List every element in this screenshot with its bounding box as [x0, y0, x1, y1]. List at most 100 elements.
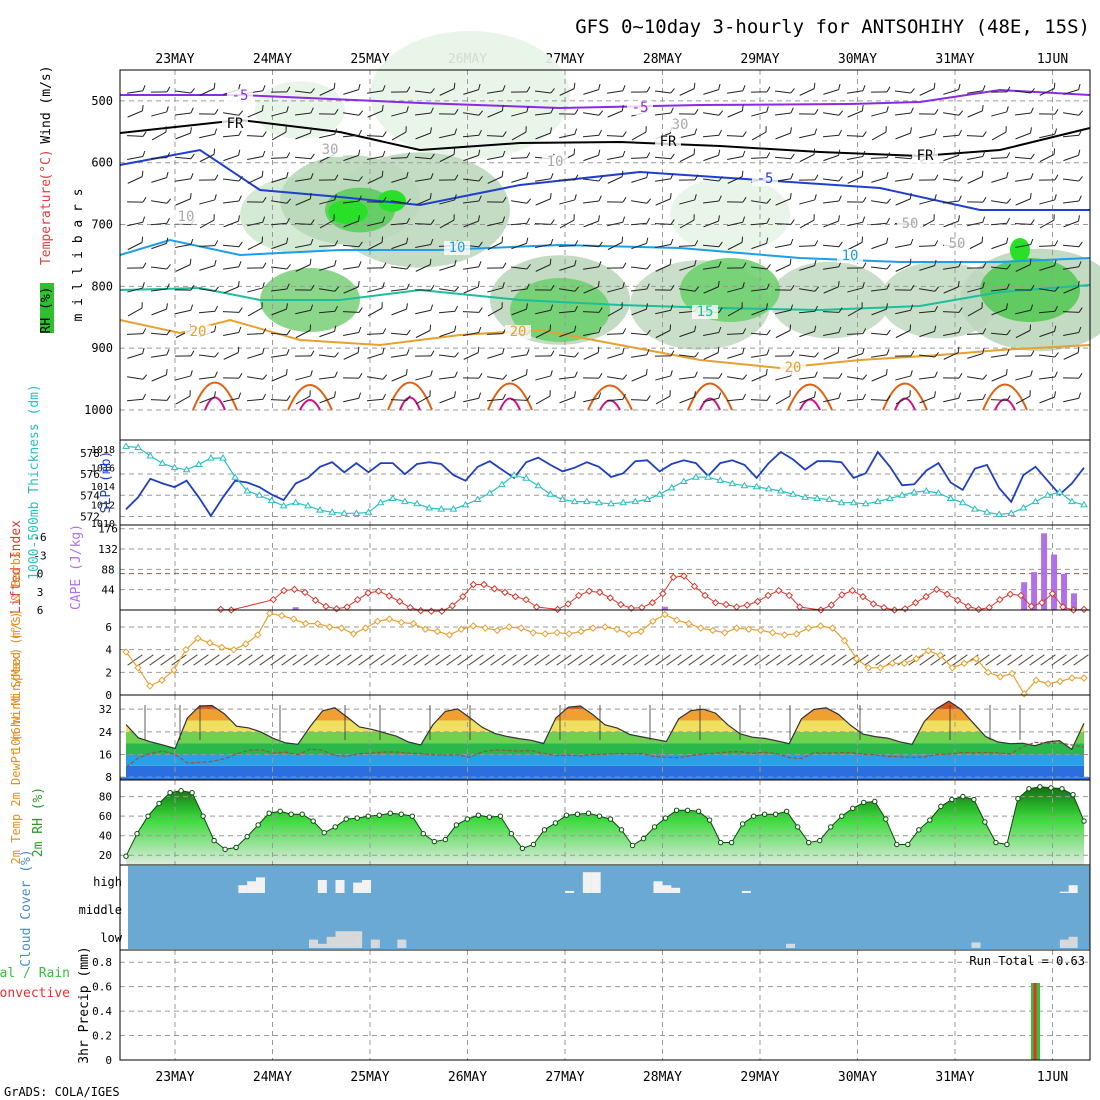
rh-point — [772, 811, 779, 817]
thickness-point — [582, 497, 591, 505]
surface-wind-barb — [435, 654, 451, 666]
wind-barb — [607, 150, 626, 161]
wind-barb-flag — [622, 328, 627, 334]
wind-barb — [390, 152, 411, 159]
wind-barb — [294, 88, 315, 94]
wind-barb-flag — [526, 152, 531, 158]
low-cloud-bar — [344, 931, 354, 948]
wind-barb-shaft — [630, 266, 648, 270]
wind-barb-flag — [166, 349, 170, 355]
wind-speed-point — [433, 627, 442, 636]
rh-point — [299, 811, 305, 817]
wind-barb-shaft — [822, 134, 840, 138]
wind-barb — [439, 286, 460, 292]
wind-barb-flag — [1030, 173, 1034, 179]
wind-barb-flag — [262, 85, 266, 91]
wind-barb — [318, 174, 339, 181]
wind-barb-shaft — [126, 398, 144, 402]
contour-label: 20 — [785, 360, 802, 376]
wind-barb-flag — [742, 150, 746, 157]
wind-barb-flag — [430, 88, 435, 94]
wind-barb-shaft — [726, 333, 744, 335]
wind-barb — [366, 328, 387, 335]
thickness-point — [170, 463, 179, 471]
wind-barb-shaft — [607, 176, 623, 184]
precip-panel — [119, 949, 1091, 1061]
wind-barb — [198, 305, 218, 314]
wind-barb — [919, 82, 936, 96]
wind-barb — [1014, 88, 1035, 94]
wind-speed-point — [685, 619, 693, 628]
wind-barb — [895, 324, 912, 339]
wind-barb-shaft — [270, 222, 288, 226]
wind-barb-flag — [838, 176, 843, 182]
wind-barb-flag — [238, 307, 243, 313]
rh-point — [431, 838, 438, 845]
cape-bar — [1061, 573, 1068, 610]
wind-barb-shaft — [247, 287, 263, 293]
wind-barb-shaft — [870, 288, 888, 292]
wind-barb-flag — [598, 110, 604, 116]
wind-barb — [462, 129, 482, 138]
surface-wind-barb — [677, 654, 693, 666]
wind-barb-flag — [598, 195, 602, 202]
wind-barb — [655, 258, 672, 272]
wind-barb-flag — [454, 259, 457, 266]
wind-barb-shaft — [270, 266, 288, 270]
wind-barb — [1038, 305, 1058, 314]
contour-label-bg — [837, 249, 863, 263]
wind-barb — [751, 369, 768, 382]
thickness-point — [655, 490, 664, 497]
wind-barb — [607, 85, 626, 94]
cape-bar — [1041, 533, 1048, 610]
wind-barb-flag — [502, 85, 506, 91]
wind-barb-flag — [309, 258, 312, 265]
rh-tick: 20 — [99, 849, 112, 862]
wind-barb-flag — [1030, 107, 1034, 114]
wind-barb-flag — [430, 350, 435, 357]
wind-barb-shaft — [582, 244, 600, 248]
wind-barb — [702, 129, 722, 138]
wind-barb — [799, 286, 820, 292]
wind-barb-flag — [406, 152, 411, 158]
wind-barb-flag — [958, 307, 963, 313]
wind-barb-flag — [741, 105, 744, 111]
wind-barb-flag — [670, 153, 675, 159]
wind-barb — [247, 150, 266, 161]
contour-label: -5 — [757, 171, 774, 187]
wind-barb-flag — [166, 395, 171, 401]
surface-wind-barb-shaft — [413, 654, 429, 666]
wind-barb-flag — [190, 350, 195, 357]
wind-barb-shaft — [174, 112, 192, 116]
wind-barb-shaft — [175, 395, 191, 405]
wind-speed-point — [170, 666, 178, 674]
wind-barb — [750, 152, 771, 159]
wind-barb — [487, 85, 506, 94]
wind-barb — [822, 129, 842, 138]
wind-barb-shaft — [223, 112, 239, 116]
wind-barb-shaft — [127, 353, 143, 359]
wind-barb — [246, 393, 266, 402]
wind-barb-flag — [526, 217, 530, 224]
wind-barb-flag — [646, 152, 651, 158]
wind-barb-flag — [837, 346, 840, 353]
wind-barb — [127, 374, 148, 380]
wind-barb-shaft — [967, 287, 983, 293]
wind-barb-shaft — [607, 376, 623, 380]
wind-barb — [126, 393, 146, 402]
wind-barb-shaft — [919, 88, 935, 96]
contour-label: -5 — [232, 88, 249, 104]
wind-barb — [343, 110, 364, 116]
thickness-point — [1019, 504, 1028, 511]
thickness-point — [376, 498, 385, 506]
wind-barb-shaft — [823, 266, 839, 270]
wind-barb-flag — [1030, 153, 1035, 159]
wind-barb — [798, 352, 819, 358]
temperature-band — [126, 731, 1084, 744]
wind-barb-flag — [262, 393, 266, 400]
rh-point — [1015, 795, 1021, 802]
wind-barb-flag — [550, 284, 555, 291]
rh-tick: 40 — [99, 830, 112, 843]
surface-wind-barb-shaft — [204, 654, 220, 666]
